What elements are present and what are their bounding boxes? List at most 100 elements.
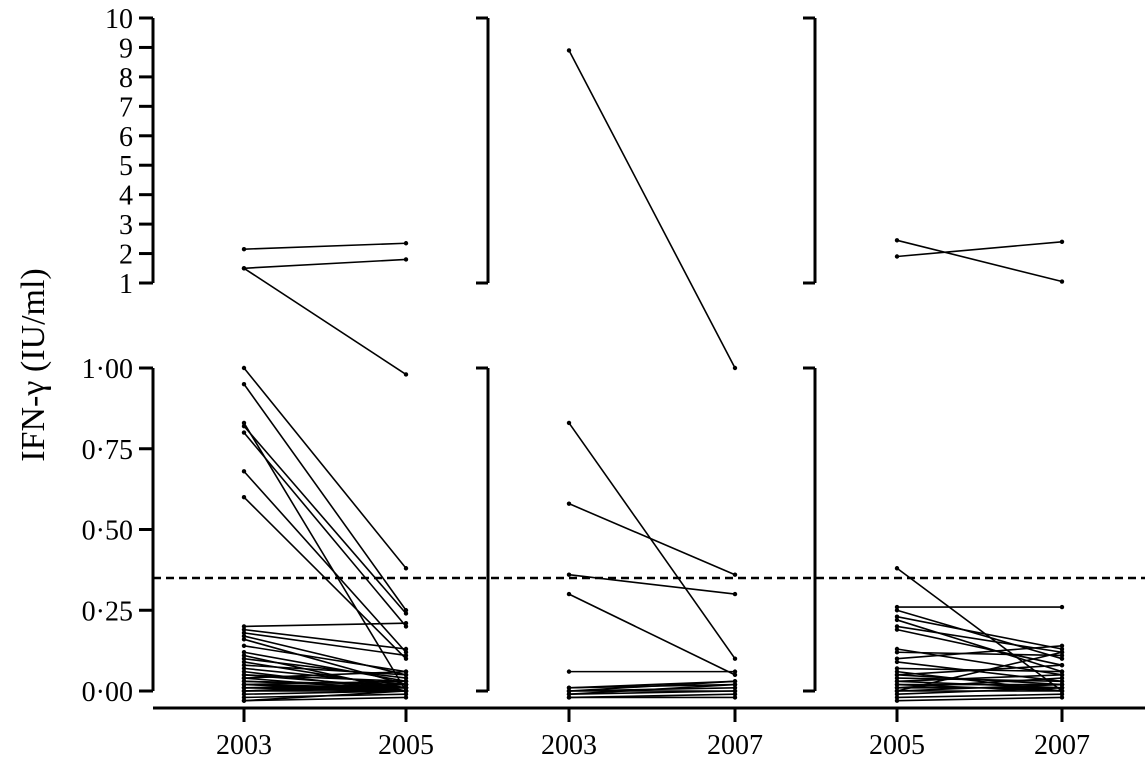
subject-line: [243, 696, 407, 702]
subject-line: [243, 686, 407, 692]
x-tick-label: 2007: [707, 730, 763, 761]
data-point: [241, 666, 247, 671]
subject-line: [243, 670, 407, 679]
data-point: [566, 685, 572, 690]
x-tick-label: 2003: [541, 730, 597, 761]
data-point: [894, 688, 900, 694]
subject-line: [896, 619, 1063, 673]
subject-line: [896, 677, 1063, 689]
data-point: [241, 698, 247, 703]
data-point: [894, 254, 900, 259]
data-point: [241, 650, 247, 655]
upper-tick-label: 2: [119, 240, 133, 271]
subject-line: [896, 686, 1063, 696]
data-point: [894, 682, 900, 687]
subject-line: [243, 657, 407, 679]
data-point: [403, 646, 409, 652]
lower-tick-label: 0·50: [82, 516, 133, 547]
subject-line: [243, 651, 407, 683]
data-point: [1059, 279, 1065, 284]
data-point: [241, 688, 247, 694]
data-point: [241, 659, 247, 665]
data-point: [732, 672, 738, 678]
data-point: [1059, 688, 1065, 694]
data-point: [894, 566, 900, 571]
data-point: [403, 257, 409, 262]
data-point: [1059, 679, 1065, 684]
data-point: [241, 637, 247, 642]
subject-line: [243, 422, 407, 692]
data-point: [894, 617, 900, 623]
data-point: [894, 698, 900, 703]
subject-line: [896, 696, 1063, 702]
subject-line: [243, 496, 407, 660]
subject-line: [896, 240, 1063, 258]
data-point: [1059, 692, 1065, 697]
data-point: [894, 614, 900, 619]
data-point: [732, 656, 738, 661]
subject-line: [568, 502, 736, 576]
subject-line: [896, 674, 1063, 683]
data-point: [732, 682, 738, 687]
subject-line: [896, 615, 1063, 650]
subject-line: [243, 635, 407, 676]
series-layer: [241, 48, 1065, 703]
data-point: [732, 688, 738, 694]
data-point: [403, 656, 409, 661]
subject-line: [568, 573, 736, 595]
subject-line: [568, 683, 736, 696]
data-point: [894, 656, 900, 661]
x-tick-label: 2007: [1034, 730, 1090, 761]
data-point: [241, 662, 247, 668]
upper-tick-label: 8: [119, 63, 133, 94]
data-point: [403, 620, 409, 626]
lower-tick-label: 0·00: [82, 677, 133, 708]
data-point: [566, 572, 572, 577]
upper-tick-label: 3: [119, 210, 133, 241]
data-point: [566, 48, 572, 53]
data-point: [894, 685, 900, 690]
data-point: [894, 659, 900, 665]
data-point: [894, 692, 900, 697]
x-tick-label: 2005: [869, 730, 925, 761]
subject-line: [568, 593, 736, 676]
data-point: [894, 695, 900, 700]
data-point: [241, 679, 247, 684]
subject-line: [243, 632, 407, 657]
data-point: [732, 591, 738, 597]
data-point: [403, 241, 409, 246]
data-point: [1059, 695, 1065, 700]
data-point: [1059, 646, 1065, 652]
upper-tick-label: 10: [105, 4, 133, 35]
data-point: [241, 266, 247, 271]
data-point: [566, 591, 572, 597]
data-point: [241, 627, 247, 632]
data-point: [894, 650, 900, 655]
data-point: [1059, 656, 1065, 661]
data-point: [403, 566, 409, 571]
subject-line: [243, 644, 407, 673]
lower-tick-label: 1·00: [82, 354, 133, 385]
data-point: [894, 669, 900, 674]
data-point: [403, 653, 409, 658]
subject-line: [243, 432, 407, 627]
data-point: [241, 630, 247, 636]
subject-line: [568, 690, 736, 696]
subject-line: [243, 622, 407, 628]
subject-line: [243, 267, 407, 376]
data-point: [241, 675, 247, 681]
upper-tick-label: 9: [119, 33, 133, 64]
data-point: [403, 372, 409, 377]
subject-line: [896, 683, 1063, 692]
data-point: [241, 423, 247, 429]
data-point: [894, 679, 900, 684]
data-point: [1059, 662, 1065, 668]
subject-line: [243, 690, 407, 696]
data-point: [894, 672, 900, 678]
data-point: [566, 669, 572, 674]
upper-tick-label: 7: [119, 92, 133, 123]
subject-line: [243, 470, 407, 653]
upper-tick-label: 1: [119, 269, 133, 300]
data-point: [894, 608, 900, 613]
data-point: [894, 666, 900, 671]
